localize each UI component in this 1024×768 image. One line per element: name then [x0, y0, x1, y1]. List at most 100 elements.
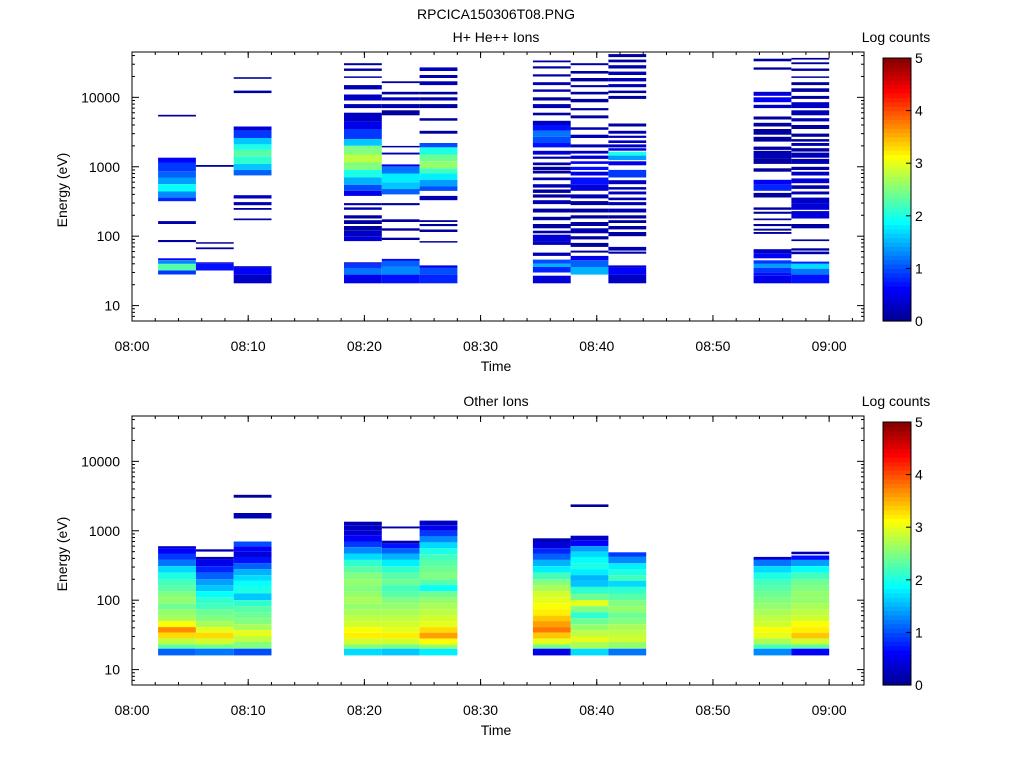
- heatmap-cell: [532, 136, 571, 143]
- heatmap-cell: [791, 632, 830, 639]
- heatmap-cell: [570, 624, 609, 631]
- heatmap-cell: [608, 197, 647, 201]
- heatmap-cell: [570, 201, 609, 206]
- heatmap-cell: [532, 615, 571, 622]
- heatmap-cell: [381, 585, 420, 592]
- heatmap-cell: [344, 274, 382, 284]
- heatmap-cell: [233, 267, 272, 275]
- heatmap-cell: [195, 165, 234, 167]
- colorbar-segment: [883, 202, 911, 208]
- heatmap-cell: [570, 648, 609, 656]
- heatmap-cell: [195, 242, 234, 244]
- heatmap-cell: [753, 272, 792, 276]
- heatmap-cell: [753, 58, 792, 62]
- heatmap-cell: [419, 603, 458, 610]
- colorbar: 0 1 2 3 4 5: [882, 50, 923, 329]
- heatmap-cell: [381, 258, 420, 261]
- heatmap-cell: [344, 530, 382, 536]
- heatmap-cell: [791, 579, 830, 586]
- heatmap-cell: [570, 71, 609, 74]
- heatmap-cell: [381, 182, 420, 189]
- heatmap-cell: [608, 208, 647, 213]
- colorbar-segment: [883, 465, 911, 471]
- heatmap-cell: [344, 547, 382, 554]
- heatmap-cell: [570, 108, 609, 111]
- heatmap-cell: [158, 585, 196, 592]
- colorbar-segment: [883, 189, 911, 195]
- heatmap-cell: [158, 162, 196, 172]
- heatmap-cell: [570, 127, 609, 130]
- colorbar-segment: [883, 487, 911, 493]
- heatmap-cells: [158, 494, 830, 656]
- colorbar-segment: [883, 66, 911, 72]
- colorbar: 0 1 2 3 4 5: [882, 414, 923, 693]
- heatmap-cell: [753, 597, 792, 604]
- heatmap-cell: [570, 78, 609, 82]
- heatmap-cell: [570, 177, 609, 185]
- heatmap-cell: [419, 179, 458, 187]
- heatmap-cell: [158, 548, 196, 554]
- heatmap-cell: [158, 171, 196, 178]
- heatmap-cell: [570, 194, 609, 199]
- y-axis-label: Energy (eV): [54, 153, 70, 228]
- heatmap-cell: [608, 191, 647, 195]
- heatmap-cell: [791, 274, 830, 284]
- colorbar-segment: [883, 88, 911, 94]
- heatmap-cell: [195, 556, 234, 560]
- heatmap-cell: [791, 125, 830, 129]
- colorbar-segment: [883, 614, 911, 620]
- colorbar-segment: [883, 628, 911, 633]
- heatmap-cell: [532, 208, 571, 213]
- time-column: [532, 60, 571, 284]
- x-tick-label: 08:10: [231, 338, 266, 354]
- heatmap-cell: [158, 240, 196, 243]
- heatmap-cell: [608, 569, 647, 575]
- heatmap-cell: [532, 267, 571, 273]
- colorbar-segment: [883, 307, 911, 313]
- heatmap-cell: [570, 540, 609, 547]
- heatmap-cell: [532, 548, 571, 554]
- colorbar-segment: [883, 233, 911, 239]
- heatmap-cell: [791, 627, 830, 633]
- heatmap-cell: [570, 580, 609, 587]
- heatmap-cell: [344, 169, 382, 178]
- colorbar-segment: [883, 259, 911, 265]
- colorbar-segment: [883, 250, 911, 256]
- heatmap-cell: [419, 81, 458, 86]
- heatmap-cell: [570, 150, 609, 154]
- heatmap-cell: [381, 597, 420, 604]
- heatmap-cell: [791, 644, 830, 649]
- heatmap-cell: [381, 644, 420, 649]
- heatmap-cell: [158, 644, 196, 649]
- y-tick-label: 1000: [89, 159, 120, 175]
- heatmap-cell: [158, 197, 196, 202]
- heatmap-cell: [791, 203, 830, 210]
- heatmap-cell: [419, 597, 458, 604]
- heatmap-cell: [753, 585, 792, 592]
- heatmap-cell: [344, 104, 382, 109]
- heatmap-cell: [753, 572, 792, 580]
- heatmap-cell: [344, 162, 382, 170]
- colorbar-segment: [883, 527, 911, 533]
- heatmap-cell: [195, 609, 234, 616]
- colorbar-segment: [883, 566, 911, 572]
- heatmap-cell: [608, 123, 647, 127]
- heatmap-cell: [608, 202, 647, 206]
- heatmap-cell: [570, 222, 609, 226]
- heatmap-cell: [419, 644, 458, 649]
- heatmap-cell: [791, 148, 830, 152]
- heatmap-cell: [608, 220, 647, 223]
- colorbar-segment: [883, 518, 911, 524]
- heatmap-cell: [570, 155, 609, 159]
- heatmap-cell: [233, 569, 272, 575]
- colorbar-segment: [883, 461, 911, 467]
- heatmap-cell: [344, 268, 382, 275]
- heatmap-cell: [419, 536, 458, 543]
- heatmap-cell: [532, 200, 571, 205]
- colorbar-segment: [883, 632, 911, 638]
- heatmap-cell: [344, 129, 382, 140]
- heatmap-cell: [532, 162, 571, 166]
- heatmap-cell: [791, 566, 830, 573]
- heatmap-cell: [158, 559, 196, 566]
- heatmap-cell: [381, 609, 420, 616]
